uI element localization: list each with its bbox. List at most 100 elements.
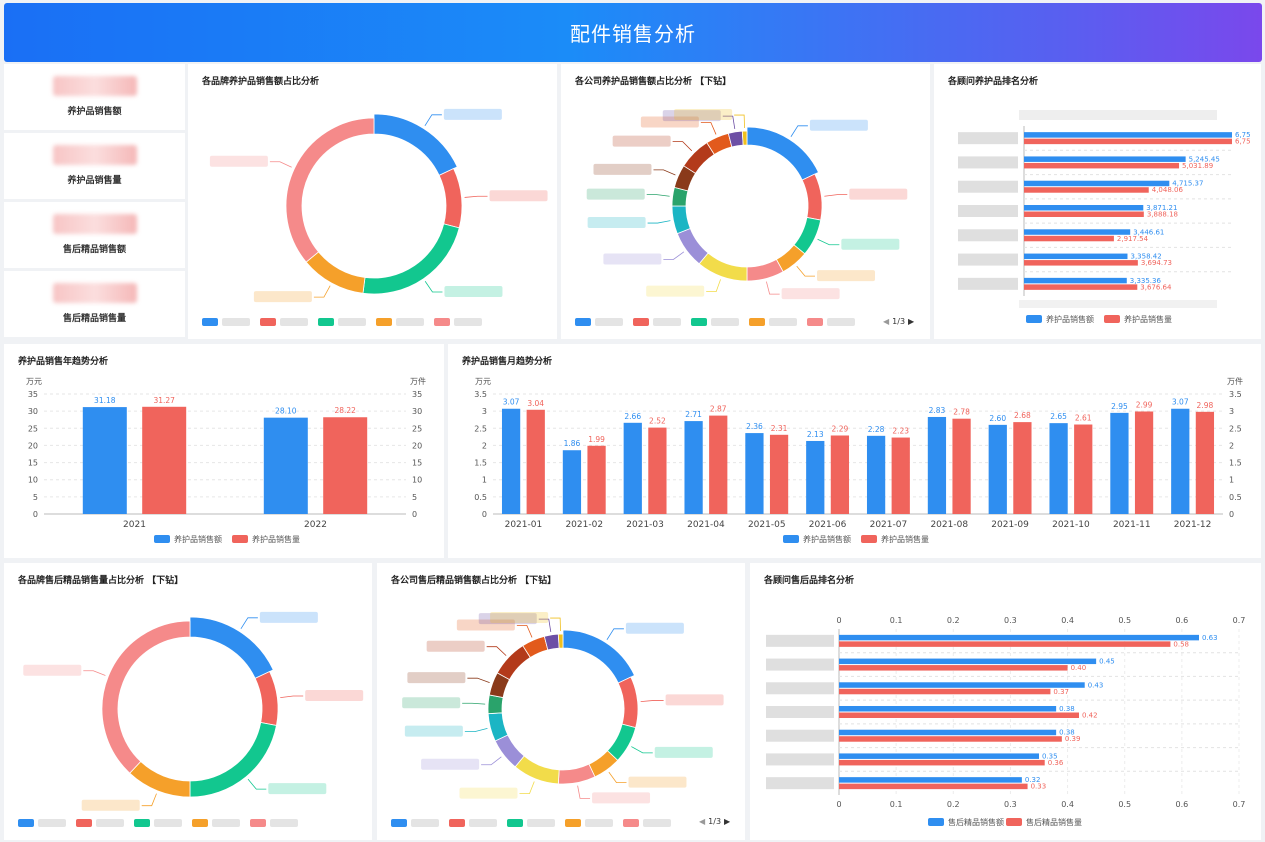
legend-swatch — [749, 318, 765, 326]
pager-next-icon[interactable]: ▶ — [724, 817, 731, 826]
leader-line — [672, 141, 693, 152]
leader-line — [550, 617, 561, 632]
donut-slice — [189, 722, 277, 798]
kpi-card-after-sales: 售后精品销售额 — [4, 202, 185, 268]
data-label: 4,715.37 — [1172, 180, 1203, 188]
bar — [866, 435, 886, 514]
bar — [927, 416, 947, 514]
blurred-legend-label — [527, 819, 555, 827]
blurred-slice-label — [23, 664, 82, 676]
donut-slice — [487, 712, 509, 742]
pager-text: 1/3 — [708, 817, 722, 826]
legend-swatch — [565, 819, 581, 827]
blurred-legend-label — [585, 819, 613, 827]
bar — [82, 407, 127, 514]
panel-advisor-after: 各顾问售后品排名分析 0 0 0.1 0.1 0.2 0.2 0.3 0.3 0.4 0.4 0.5… — [750, 563, 1261, 840]
data-label: 3,888.18 — [1147, 211, 1178, 219]
bar — [709, 415, 728, 514]
kpi-label: 养护品销售额 — [67, 107, 122, 117]
data-label: 0.38 — [1059, 705, 1075, 713]
bar — [323, 417, 368, 514]
x-tick-label-bottom: 0.2 — [947, 800, 960, 809]
data-label: 0.40 — [1071, 664, 1087, 672]
blurred-category-label — [766, 658, 834, 671]
leader-line — [796, 265, 816, 277]
donut-slice — [746, 258, 784, 282]
y-axis-label-right: 万件 — [410, 376, 426, 386]
x-tick-label: 2021-05 — [748, 520, 786, 530]
donut-slice — [676, 227, 709, 265]
y-tick-label-right: 20 — [412, 441, 422, 450]
blurred-slice-label — [402, 697, 461, 709]
y-tick-label-right: 35 — [412, 390, 422, 399]
bar — [1195, 411, 1215, 514]
x-tick-label-bottom: 0.5 — [1118, 800, 1131, 809]
legend-pager: ◀ 1/3 ▶ — [699, 817, 730, 826]
legend-pager: ◀ 1/3 ▶ — [883, 317, 914, 326]
x-tick-label-top: 0.4 — [1061, 616, 1074, 625]
bar — [839, 688, 1051, 695]
legend-swatch — [783, 535, 799, 543]
y-tick-label: 0 — [33, 510, 38, 519]
leader-line — [631, 746, 653, 754]
data-label: 2.65 — [1050, 412, 1067, 421]
kpi-card-after-qty: 售后精品销售量 — [4, 271, 185, 337]
y-tick-label-right: 3 — [1229, 407, 1234, 416]
bar — [839, 712, 1079, 718]
panel-title[interactable]: 各公司养护品销售额占比分析 【下钻】 — [575, 77, 732, 87]
yearly-bar-chart: 万元 万件 0 0 5 5 10 10 15 15 20 20 25 25 30 30 35 35 2021 31.1… — [26, 376, 426, 544]
blurred-slice-label — [646, 285, 705, 297]
legend-swatch — [318, 318, 334, 326]
leader-line — [486, 646, 507, 656]
blurred-legend-label — [643, 819, 671, 827]
company-maint-donut-chart — [575, 109, 908, 326]
blurred-slice-label — [268, 783, 327, 795]
bar — [1049, 423, 1068, 514]
data-label: 0.37 — [1053, 688, 1069, 696]
legend-swatch — [154, 535, 170, 543]
bar — [587, 445, 606, 514]
donut-slice — [617, 676, 639, 729]
donut-slice — [362, 223, 460, 295]
data-label: 2.78 — [953, 408, 970, 417]
blurred-slice-label — [592, 792, 651, 804]
y-tick-label-right: 5 — [412, 493, 417, 502]
pager-next-icon[interactable]: ▶ — [908, 317, 915, 326]
x-tick-label-top: 0.5 — [1118, 616, 1131, 625]
bar — [1024, 211, 1144, 217]
panel-title: 养护品销售月趋势分析 — [462, 357, 553, 367]
legend-swatch — [807, 318, 823, 326]
blurred-category-label — [958, 132, 1018, 145]
blurred-slice-label — [489, 190, 548, 202]
donut-slice — [496, 645, 531, 681]
data-label: 3,676.64 — [1140, 283, 1172, 291]
blurred-legend-label — [222, 318, 250, 326]
pager-text: 1/3 — [892, 317, 906, 326]
legend-label: 售后精品销售额 — [948, 817, 1004, 827]
legend-swatch — [861, 535, 877, 543]
bar — [839, 753, 1039, 759]
data-label: 2.99 — [1136, 400, 1153, 409]
blurred-legend-label — [270, 819, 298, 827]
pager-prev-icon[interactable]: ◀ — [699, 817, 706, 826]
panel-title[interactable]: 各品牌售后精品销售量占比分析 【下钻】 — [18, 576, 184, 586]
bar — [1074, 424, 1093, 514]
x-tick-label: 2021-10 — [1052, 520, 1090, 530]
data-label: 0.36 — [1048, 759, 1064, 767]
panel-title[interactable]: 各公司售后精品销售额占比分析 【下钻】 — [391, 576, 557, 586]
pager-prev-icon[interactable]: ◀ — [883, 317, 890, 326]
leader-line — [83, 670, 106, 676]
x-tick-label: 2021 — [123, 520, 146, 530]
blurred-slice-label — [253, 291, 312, 303]
data-label: 2.60 — [989, 414, 1006, 423]
blurred-slice-label — [478, 613, 537, 625]
bar — [263, 417, 308, 514]
panel-title: 各顾问售后品排名分析 — [764, 576, 855, 586]
donut-slice — [285, 117, 375, 263]
y-tick-label-right: 3.5 — [1229, 390, 1242, 399]
data-label: 5,031.89 — [1182, 162, 1213, 170]
blurred-category-label — [958, 205, 1018, 217]
bar — [1024, 156, 1186, 162]
leader-line — [608, 771, 627, 784]
data-label: 0.35 — [1042, 752, 1058, 760]
